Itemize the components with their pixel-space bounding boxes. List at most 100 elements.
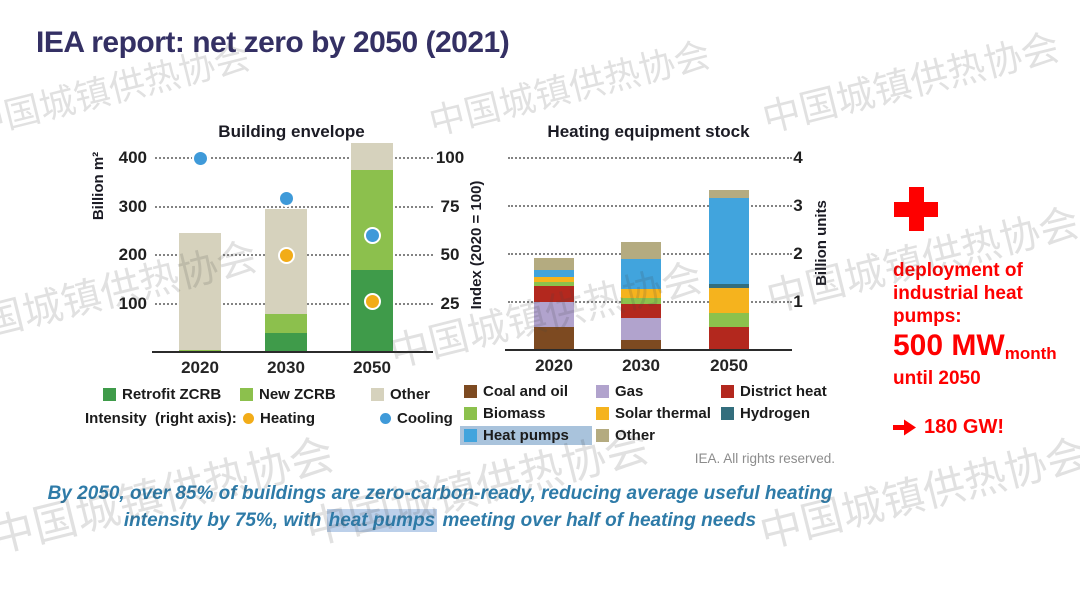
- legend-item: District heat: [717, 382, 831, 401]
- legend-label: Heat pumps: [483, 426, 569, 444]
- building-envelope-legend-row1: Retrofit ZCRB New ZCRB Other: [103, 386, 430, 403]
- bar-segment: [351, 170, 393, 270]
- x-axis-line-left: [152, 351, 433, 353]
- x-axis-line-right: [505, 349, 792, 351]
- gridline: [155, 157, 433, 159]
- arrow-icon: [893, 419, 916, 436]
- y-tick-label: 4: [793, 148, 803, 168]
- attribution: IEA. All rights reserved.: [694, 451, 835, 466]
- y2-tick-label: 50: [440, 245, 460, 264]
- intensity-dot: [191, 149, 209, 167]
- legend-item: Gas: [592, 382, 717, 401]
- legend-item: Hydrogen: [717, 404, 831, 423]
- legend-swatch: [596, 428, 609, 442]
- legend-label: Heating: [260, 410, 316, 427]
- y-tick-label: 1: [793, 292, 803, 312]
- legend-item: New ZCRB: [240, 386, 371, 403]
- x-tick-label: 2050: [353, 358, 391, 377]
- legend-swatch: [464, 384, 477, 398]
- legend-swatch: [721, 384, 734, 398]
- legend-label: Retrofit ZCRB: [122, 386, 222, 403]
- bar-segment: [534, 286, 574, 303]
- y-tick-label: 3: [793, 196, 803, 216]
- deployment-note-line: industrial heat: [893, 283, 1023, 304]
- x-tick-label: 2020: [535, 356, 573, 375]
- x-tick-label: 2050: [710, 356, 748, 375]
- bar-segment: [534, 277, 574, 282]
- result-value: 180 GW!: [924, 416, 1005, 438]
- bar-segment: [534, 281, 574, 287]
- bar-segment: [621, 259, 661, 289]
- caption-line2-pre: intensity by 75%, with: [123, 510, 327, 531]
- legend-swatch: [721, 406, 734, 420]
- legend-item: Biomass: [460, 404, 592, 423]
- legend-label: Other: [390, 386, 431, 403]
- legend-label: Other: [615, 426, 656, 444]
- intensity-dot: [277, 246, 295, 264]
- bar-segment: [709, 312, 749, 328]
- bar-segment: [534, 302, 574, 328]
- y2-tick-label: 25: [440, 293, 460, 313]
- bar-segment: [265, 333, 307, 352]
- x-tick-label: 2030: [267, 358, 305, 377]
- bar-segment: [534, 270, 574, 278]
- caption-line2-post: meeting over half of heating needs: [437, 510, 757, 531]
- gridline: [508, 157, 792, 160]
- legend-label: Coal and oil: [483, 382, 569, 400]
- bar-segment: [621, 317, 661, 340]
- capacity-unit-subscript: month: [1004, 344, 1057, 363]
- y-tick-label: 400: [118, 148, 147, 167]
- legend-swatch: [103, 388, 116, 401]
- bar-segment: [621, 339, 661, 350]
- building-envelope-chart-title: Building envelope: [218, 122, 365, 141]
- y2-tick-label: 75: [440, 196, 460, 216]
- bar-segment: [709, 197, 749, 284]
- y-tick-label: 100: [118, 293, 147, 313]
- intensity-dot: [363, 293, 381, 311]
- legend-swatch: [464, 406, 477, 420]
- legend-item: Heating: [243, 410, 380, 427]
- gridline: [155, 205, 433, 208]
- legend-label: District heat: [740, 382, 827, 400]
- heating-equipment-legend: Coal and oil Gas District heat Biomass Solar…: [460, 380, 831, 446]
- legend-item: Other: [371, 386, 430, 403]
- intensity-dot: [277, 190, 295, 208]
- bar-segment: [534, 327, 574, 350]
- intensity-dot: [363, 227, 381, 245]
- deployment-note-line: deployment of: [893, 260, 1023, 281]
- heating-equipment-chart-title: Heating equipment stock: [547, 122, 750, 141]
- result-note: 180 GW!: [893, 416, 1004, 439]
- y-tick-label: 200: [118, 245, 147, 264]
- capacity-value: 500 MWmonth: [893, 329, 1057, 363]
- legend-label: Solar thermal: [615, 404, 711, 422]
- legend-label: Biomass: [483, 404, 546, 422]
- legend-label: Hydrogen: [740, 404, 811, 422]
- legend-label: Gas: [615, 382, 644, 400]
- legend-swatch: [243, 413, 254, 424]
- bar-segment: [621, 297, 661, 305]
- legend-item: Retrofit ZCRB: [103, 386, 240, 403]
- legend-swatch: [380, 413, 391, 424]
- legend-swatch: [240, 388, 253, 401]
- x-tick-label: 2030: [622, 356, 660, 375]
- caption-heat-pumps-highlight: heat pumps: [326, 509, 438, 532]
- capacity-number: 500 MW: [893, 329, 1005, 362]
- y-tick-label: 2: [793, 244, 803, 264]
- bar-segment: [709, 283, 749, 288]
- bar-segment: [179, 233, 221, 350]
- legend-item: Coal and oil: [460, 382, 592, 401]
- legend-item: Cooling: [380, 410, 453, 427]
- legend-label: Cooling: [397, 410, 453, 427]
- gridline: [508, 205, 792, 208]
- legend-item: Solar thermal: [592, 404, 717, 423]
- legend-item: Other: [592, 426, 717, 445]
- bar-segment: [265, 314, 307, 334]
- bar-segment: [621, 304, 661, 318]
- caption: By 2050, over 85% of buildings are zero-…: [40, 480, 840, 534]
- until-label: until 2050: [893, 368, 981, 389]
- page-title: IEA report: net zero by 2050 (2021): [36, 26, 510, 59]
- plus-icon: [894, 187, 938, 231]
- deployment-note-line: pumps:: [893, 306, 962, 327]
- bar-segment: [709, 327, 749, 350]
